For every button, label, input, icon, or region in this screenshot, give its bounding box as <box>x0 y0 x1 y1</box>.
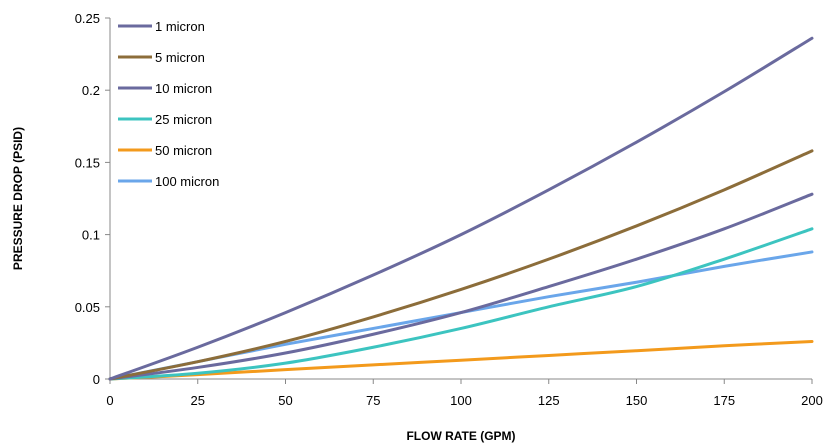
series-line-25-micron <box>108 227 814 381</box>
y-tick-label: 0.15 <box>75 155 100 170</box>
y-tick-label: 0.05 <box>75 300 100 315</box>
y-axis-title: PRESSURE DROP (PSID) <box>11 127 25 270</box>
legend-label: 10 micron <box>155 81 212 96</box>
x-tick-label: 175 <box>713 393 735 408</box>
series-line-1-micron <box>108 36 814 381</box>
legend: 1 micron 5 micron 10 micron 25 micron 50 mic… <box>118 19 219 189</box>
x-tick-label: 100 <box>450 393 472 408</box>
series-line-10-micron <box>108 192 814 381</box>
legend-label: 25 micron <box>155 112 212 127</box>
y-tick-label: 0.1 <box>82 228 100 243</box>
x-tick-label: 0 <box>106 393 113 408</box>
y-tick-label: 0 <box>93 372 100 387</box>
legend-label: 50 micron <box>155 143 212 158</box>
legend-label: 5 micron <box>155 50 205 65</box>
y-axis-ticks: 0 0.05 0.1 0.15 0.2 0.25 <box>75 11 110 387</box>
series-lines <box>108 36 814 381</box>
series-line-50-micron <box>108 339 814 381</box>
x-tick-label: 125 <box>538 393 560 408</box>
x-axis-title: FLOW RATE (GPM) <box>406 429 515 443</box>
y-tick-label: 0.2 <box>82 83 100 98</box>
legend-label: 100 micron <box>155 174 219 189</box>
series-line-5-micron <box>108 149 814 381</box>
x-axis-ticks: 0 25 50 75 100 125 150 175 200 <box>106 379 823 408</box>
legend-label: 1 micron <box>155 19 205 34</box>
x-tick-label: 25 <box>191 393 205 408</box>
x-tick-label: 150 <box>626 393 648 408</box>
x-tick-label: 200 <box>801 393 823 408</box>
x-tick-label: 75 <box>366 393 380 408</box>
y-tick-label: 0.25 <box>75 11 100 26</box>
x-tick-label: 50 <box>278 393 292 408</box>
